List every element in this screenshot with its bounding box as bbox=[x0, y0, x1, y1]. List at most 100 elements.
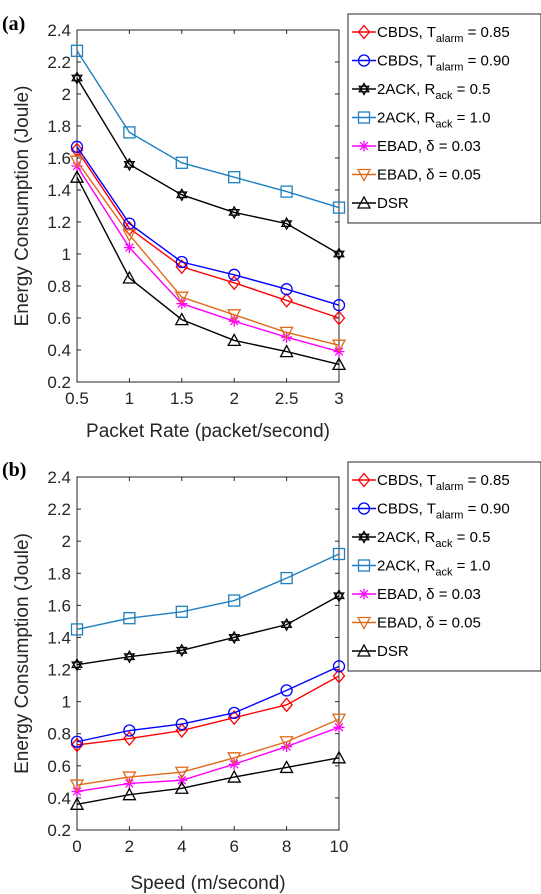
legend-marker bbox=[358, 85, 370, 96]
legend-marker bbox=[357, 54, 371, 67]
series-6 bbox=[69, 169, 347, 371]
data-point bbox=[175, 188, 188, 199]
series-3 bbox=[70, 547, 346, 636]
data-point bbox=[70, 737, 84, 753]
data-point bbox=[280, 621, 293, 632]
series-5 bbox=[69, 713, 347, 793]
series-line bbox=[76, 718, 340, 786]
legend-label: EBAD, δ = 0.03 bbox=[377, 138, 481, 155]
data-point bbox=[123, 649, 136, 661]
data-point bbox=[228, 208, 241, 220]
legend-label: DSR bbox=[377, 195, 409, 212]
data-point bbox=[123, 653, 136, 664]
x-tick-label: 6 bbox=[229, 837, 238, 856]
series-line bbox=[76, 757, 340, 806]
data-point bbox=[280, 292, 293, 308]
y-tick-label: 0.6 bbox=[47, 757, 71, 776]
data-point bbox=[122, 229, 137, 243]
y-tick-label: 0.4 bbox=[47, 341, 71, 360]
series-line bbox=[76, 726, 340, 793]
data-point bbox=[279, 760, 294, 774]
legend-label: EBAD, δ = 0.03 bbox=[377, 586, 481, 603]
series-line bbox=[76, 165, 340, 353]
data-point bbox=[280, 220, 293, 231]
x-tick-label: 2 bbox=[229, 389, 238, 408]
data-point bbox=[332, 668, 346, 684]
legend-box bbox=[347, 13, 541, 224]
y-tick-label: 0.8 bbox=[47, 725, 71, 744]
legend-label: CBDS, Talarm = 0.85 bbox=[377, 472, 510, 493]
data-point bbox=[71, 74, 83, 85]
data-point bbox=[228, 594, 241, 607]
data-point bbox=[332, 547, 346, 561]
data-point bbox=[123, 612, 136, 625]
x-tick-label: 2.5 bbox=[275, 389, 299, 408]
series-line bbox=[76, 149, 340, 319]
legend-item: EBAD, δ = 0.05 bbox=[352, 167, 481, 184]
data-point bbox=[279, 326, 294, 340]
series-line bbox=[76, 553, 340, 631]
data-point bbox=[227, 710, 241, 726]
data-point bbox=[122, 771, 137, 785]
y-tick-label: 2.2 bbox=[47, 500, 71, 519]
series-line bbox=[76, 77, 340, 255]
legend-marker bbox=[358, 82, 370, 93]
data-point bbox=[69, 155, 85, 169]
plot-area bbox=[76, 476, 340, 831]
data-point bbox=[174, 312, 189, 326]
y-tick-label: 0.2 bbox=[47, 373, 71, 392]
y-tick-label: 1 bbox=[62, 693, 71, 712]
legend-item: 2ACK, Rack = 1.0 bbox=[352, 110, 490, 131]
data-point bbox=[280, 697, 293, 713]
y-axis-label: Energy Consumption (Joule) bbox=[12, 86, 33, 327]
data-point bbox=[70, 623, 84, 636]
y-tick-label: 2.4 bbox=[47, 468, 71, 487]
data-point bbox=[175, 156, 188, 169]
legend-marker bbox=[357, 24, 371, 40]
data-point bbox=[331, 713, 347, 727]
data-point bbox=[123, 126, 136, 139]
legend-label: CBDS, Talarm = 0.85 bbox=[377, 24, 510, 45]
data-point bbox=[123, 160, 136, 172]
data-point bbox=[331, 750, 347, 764]
data-point bbox=[175, 259, 189, 275]
y-tick-label: 1.2 bbox=[47, 661, 71, 680]
y-tick-label: 2 bbox=[62, 85, 71, 104]
data-point bbox=[175, 643, 188, 654]
data-point bbox=[122, 270, 137, 284]
legend-marker bbox=[356, 195, 372, 209]
data-point bbox=[228, 268, 241, 281]
data-point bbox=[70, 735, 84, 748]
y-tick-label: 1.4 bbox=[47, 181, 71, 200]
y-tick-label: 1.2 bbox=[47, 213, 71, 232]
legend-label: EBAD, δ = 0.05 bbox=[377, 167, 481, 184]
data-point bbox=[174, 780, 189, 794]
data-point bbox=[175, 717, 188, 731]
data-point bbox=[69, 779, 85, 793]
legend-item: EBAD, δ = 0.05 bbox=[352, 615, 481, 632]
data-point bbox=[228, 634, 241, 645]
data-point bbox=[280, 684, 293, 697]
data-point bbox=[228, 205, 241, 216]
legend-marker bbox=[356, 168, 372, 182]
data-point bbox=[122, 787, 137, 801]
data-point bbox=[280, 283, 293, 296]
legend-label: CBDS, Talarm = 0.90 bbox=[377, 53, 510, 74]
data-point bbox=[69, 796, 85, 810]
data-point bbox=[228, 630, 241, 641]
legend-label: DSR bbox=[377, 643, 409, 660]
y-tick-label: 2.2 bbox=[47, 53, 71, 72]
legend-marker bbox=[358, 140, 370, 152]
series-2 bbox=[71, 588, 345, 672]
data-point bbox=[70, 44, 84, 57]
series-line bbox=[76, 50, 340, 209]
series-line bbox=[76, 146, 340, 306]
legend: CBDS, Talarm = 0.85 CBDS, Talarm = 0.90 2A… bbox=[347, 13, 541, 224]
data-point bbox=[279, 736, 294, 750]
legend-item: EBAD, δ = 0.03 bbox=[352, 586, 481, 603]
data-point bbox=[227, 309, 242, 323]
series-line bbox=[76, 595, 340, 666]
legend-marker bbox=[357, 502, 371, 515]
data-point bbox=[123, 217, 136, 230]
